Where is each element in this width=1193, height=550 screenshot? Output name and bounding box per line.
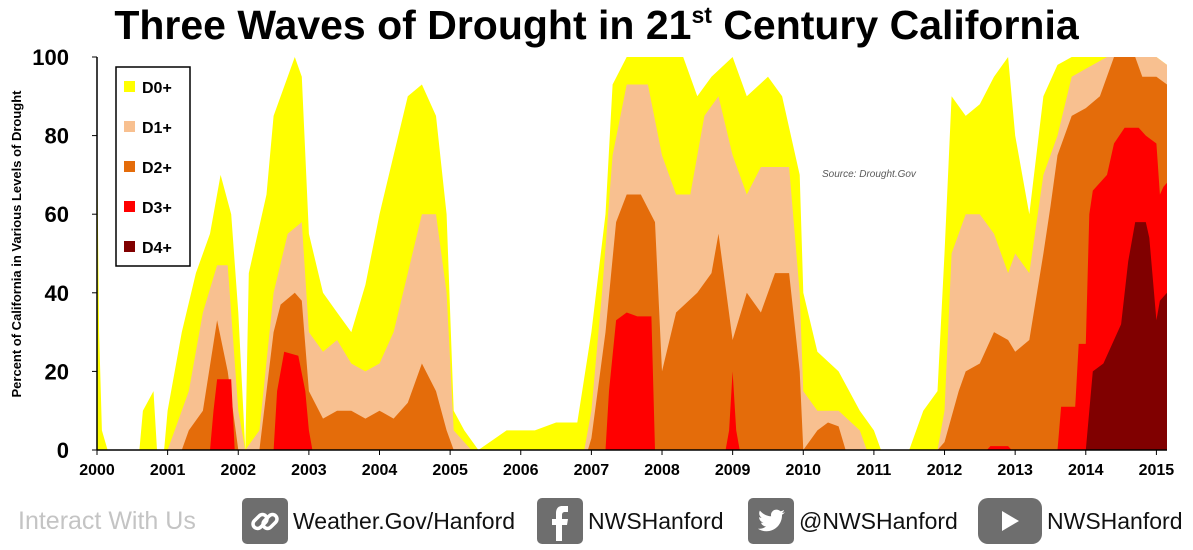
series-area-4	[97, 127, 1167, 450]
y-tick-label: 100	[32, 45, 69, 70]
footer-link-website[interactable]: Weather.Gov/Hanford	[242, 498, 515, 544]
x-tick-label: 2014	[1068, 462, 1104, 479]
legend-label-2: D1+	[142, 120, 172, 137]
x-tick-label: 2015	[1139, 462, 1175, 479]
footer-link-twitter[interactable]: @NWSHanford	[748, 498, 958, 544]
y-tick-label: 20	[45, 359, 69, 384]
link-icon	[242, 498, 288, 544]
interact-label: Interact With Us	[18, 507, 196, 535]
x-tick-label: 2009	[715, 462, 751, 479]
y-tick-label: 80	[45, 124, 69, 149]
youtube-icon	[978, 498, 1042, 544]
footer-link-label: NWSHanford	[588, 507, 724, 534]
y-tick-label: 0	[57, 438, 69, 463]
legend-swatch-2	[124, 121, 135, 132]
y-tick-label: 40	[45, 281, 69, 306]
footer-link-label: @NWSHanford	[799, 507, 958, 534]
drought-area-chart: 0 20 40 60 80 100 2000 2001 2002 2003 2004 2005 2006…	[9, 45, 1174, 479]
x-tick-label: 2013	[997, 462, 1033, 479]
legend-label-3: D2+	[142, 160, 172, 177]
legend-label-1: D0+	[142, 80, 172, 97]
title-superscript: st	[691, 2, 712, 28]
source-note: Source: Drought.Gov	[822, 169, 917, 180]
legend-swatch-5	[124, 241, 135, 252]
legend-swatch-4	[124, 201, 135, 212]
facebook-icon	[537, 498, 583, 544]
title-main: Three Waves of Drought in 21	[114, 2, 692, 48]
x-tick-label: 2012	[927, 462, 963, 479]
x-tick-label: 2010	[785, 462, 821, 479]
legend-swatch-3	[124, 161, 135, 172]
x-tick-label: 2007	[574, 462, 610, 479]
axes-group: 0 20 40 60 80 100 2000 2001 2002 2003 2004 2005 2006…	[32, 45, 1174, 479]
twitter-icon	[748, 498, 794, 544]
legend-label-4: D3+	[142, 200, 172, 217]
x-tick-label: 2004	[362, 462, 398, 479]
footer-link-label: NWSHanford	[1047, 507, 1183, 534]
y-tick-label: 60	[45, 202, 69, 227]
x-tick-label: 2000	[79, 462, 115, 479]
x-tick-label: 2003	[291, 462, 327, 479]
y-axis-label: Percent of California in Various Levels …	[9, 90, 24, 398]
legend-label-5: D4+	[142, 240, 172, 257]
series-area-3	[97, 57, 1167, 450]
chart-title: Three Waves of Drought in 21st Century C…	[0, 2, 1193, 49]
x-tick-label: 2008	[644, 462, 680, 479]
title-end: Century California	[711, 2, 1079, 48]
footer-link-facebook[interactable]: NWSHanford	[537, 498, 723, 544]
x-tick-label: 2005	[432, 462, 468, 479]
legend-swatch-1	[124, 81, 135, 92]
footer-link-label: Weather.Gov/Hanford	[293, 507, 516, 534]
x-tick-label: 2002	[220, 462, 256, 479]
x-tick-label: 2001	[150, 462, 186, 479]
footer-link-youtube[interactable]: NWSHanford	[978, 498, 1182, 544]
chart-legend: D0+ D1+ D2+ D3+ D4+	[115, 66, 191, 267]
x-tick-label: 2011	[857, 462, 892, 479]
x-tick-label: 2006	[503, 462, 539, 479]
area-series-group	[97, 57, 1167, 450]
